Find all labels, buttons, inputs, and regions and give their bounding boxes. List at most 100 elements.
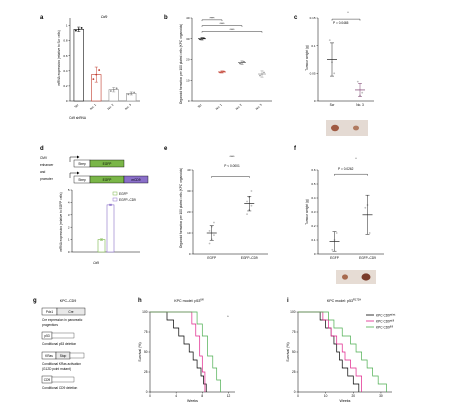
- panel-i-legend: KPC CD9wt/wt KPC CD9wt/fl KPC CD9fl/fl: [366, 313, 396, 330]
- panel-a-plot: 0 0.2 0.4 0.6 0.8 1 Scr No. 1 No. 2 No. 3: [63, 18, 140, 111]
- construct2-strep-label: Strep: [78, 178, 86, 182]
- h-series-2: [150, 311, 221, 392]
- construct1-egfp-box: [89, 159, 125, 168]
- g-caption-3b: (G12D point mutant): [42, 367, 71, 371]
- tumour-photo-strip: [326, 120, 368, 136]
- i-ytick-label-4: 100: [290, 310, 296, 314]
- b-point-1-1: [221, 71, 223, 73]
- panel-d-ylabel: mRNA expression (relative to EGFP cells): [59, 192, 63, 251]
- a-point-1-2: [98, 69, 101, 71]
- a-xtick-label-1: No. 1: [89, 103, 97, 111]
- e-point-1-5: [250, 190, 253, 192]
- a-bar-0: [73, 29, 84, 102]
- c-bracket: [331, 18, 361, 21]
- b-sig-2: ****: [210, 16, 216, 20]
- b-point-3-1: [261, 73, 263, 75]
- panel-a-ylabel: mRNA expression (relative to Scr cells): [57, 30, 61, 85]
- a-ytick-label-1: 0.2: [63, 84, 68, 88]
- i-series-2: [298, 311, 387, 392]
- f-ytick-label-5: 0.5: [311, 182, 316, 186]
- f-point-1-0: [364, 206, 367, 209]
- g-caption-1a: Cre expression in pancreatic: [42, 318, 83, 322]
- h-ytick-label-4: 100: [142, 310, 148, 314]
- b-bracket-1: [201, 25, 243, 27]
- e-point-0-0: [208, 242, 211, 245]
- h-ytick-label-1: 25: [144, 370, 148, 374]
- e-ytick-label-2: 20: [187, 210, 191, 214]
- tumour-photo-no3: [353, 125, 359, 131]
- panel-e-pvalue: P < 0.0001: [224, 164, 240, 168]
- i-ylabel: Survival (%): [286, 342, 290, 361]
- panel-a-title: Cd9: [101, 15, 108, 19]
- panel-h-star: *: [227, 315, 229, 319]
- b-sig-0: ****: [230, 28, 236, 32]
- f-bracket: [334, 174, 368, 176]
- panel-i-plot: 0 25 50 75 100 0 10 20 30 Weeks Survival (%): [286, 310, 392, 403]
- e-ytick-label-3: 30: [187, 189, 191, 193]
- h-ytick-label-0: 0: [146, 390, 148, 394]
- h-xtick-label-2: 8: [201, 394, 203, 398]
- legend-egfp-swatch: [112, 191, 118, 196]
- construct2-mcd9-label: mCD9: [131, 178, 140, 182]
- i-ytick-label-2: 50: [292, 350, 296, 354]
- g-stop-label: Stop: [60, 354, 67, 358]
- d-ytick-label-0: 0: [68, 250, 70, 254]
- f-ytick-label-6: 0.6: [311, 168, 316, 172]
- e-ytick-label-1: 10: [187, 231, 191, 235]
- a-point-0-0: [74, 29, 77, 32]
- a-ytick-label-3: 0.6: [63, 54, 68, 58]
- panel-e-plot: 0 10 20 30 40 EGFP EGFP–CD9: [187, 168, 268, 260]
- c-ytick-label-3: 0.15: [310, 16, 316, 20]
- f-ytick-label-1: 0.1: [311, 238, 316, 242]
- b-point-0-0: [199, 38, 201, 41]
- c-ytick-label-1: 0.05: [310, 71, 316, 75]
- panel-h-plot: 0 25 50 75 100 0 4 8 12 Weeks Survival (%): [138, 310, 235, 403]
- g-p53-label: p53: [44, 334, 50, 338]
- i-xtick-label-3: 30: [379, 394, 383, 398]
- h-xlabel: Weeks: [187, 399, 198, 403]
- g-cd9-label: CD9: [44, 378, 51, 382]
- construct2-egfp-label: EGFP: [103, 178, 112, 182]
- panel-f-plot: 0 0.1 0.2 0.3 0.4 0.5 0.6 EGFP EGFP–CD9: [311, 168, 384, 260]
- e-point-0-2: [213, 234, 215, 237]
- e-ytick-label-0: 0: [189, 252, 191, 256]
- b-xtick-label-1: No. 1: [215, 103, 223, 111]
- tumour-photo-egfp: [342, 274, 348, 280]
- i-ytick-label-1: 25: [292, 370, 296, 374]
- construct1-arrowhead: [77, 155, 80, 159]
- b-xtick-label-3: No. 3: [255, 103, 263, 111]
- h-ylabel: Survival (%): [138, 342, 142, 361]
- g-caption-4: Conditional CD9 deletion: [42, 386, 77, 390]
- c-point-0-2: [333, 72, 336, 75]
- c-xtick-label-1: No. 3: [356, 103, 364, 107]
- c-point-1-2: [361, 91, 364, 94]
- g-caption-1b: progenitors: [42, 323, 58, 327]
- e-point-0-3: [208, 230, 211, 232]
- e-xtick-label-1: EGFP–CD9: [241, 256, 258, 260]
- e-point-0-5: [213, 221, 215, 224]
- f-ytick-label-3: 0.3: [311, 210, 316, 214]
- panel-label-i: i: [287, 298, 289, 304]
- g-caption-2: Conditional p53 deletion: [42, 342, 76, 346]
- e-point-1-0: [246, 213, 248, 216]
- panel-label-b: b: [164, 15, 168, 21]
- cmv-text-3: and: [40, 170, 46, 174]
- e-point-1-2: [250, 204, 253, 207]
- i-ytick-label-3: 75: [292, 330, 296, 334]
- panel-c-star: *: [347, 11, 349, 15]
- h-xtick-label-0: 0: [149, 394, 151, 398]
- f-point-0-2: [335, 232, 338, 234]
- g-cre-box: [56, 307, 86, 316]
- b-point-3-0: [259, 74, 261, 77]
- f-ytick-label-0: 0: [314, 252, 316, 256]
- panel-g: KPC–CD9 Pdx1 Cre Cre expression in pancr…: [41, 299, 86, 390]
- b-point-1-2: [223, 70, 225, 73]
- construct1-promoter-arrow: [69, 156, 77, 162]
- d-bar-0: [97, 239, 106, 253]
- i-series-0: [298, 311, 360, 392]
- e-ytick-label-4: 40: [187, 168, 191, 172]
- d-ytick-label-2: 2: [68, 225, 70, 229]
- panel-d-gene: Cd9: [93, 261, 99, 265]
- g-pdx1-label: Pdx1: [46, 310, 53, 314]
